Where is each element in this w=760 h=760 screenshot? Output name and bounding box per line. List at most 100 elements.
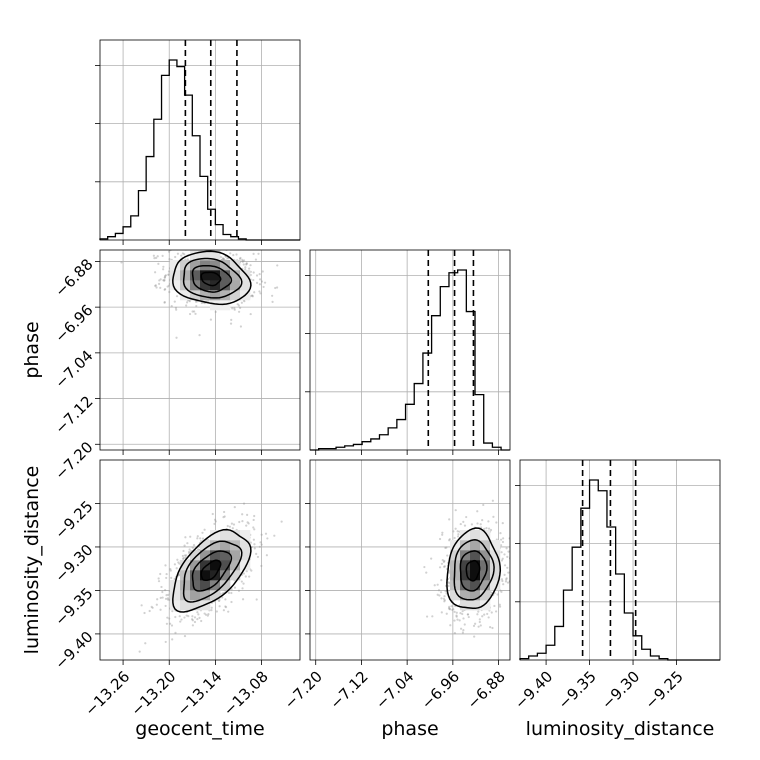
sample-point — [230, 588, 233, 591]
sample-point — [189, 535, 192, 538]
density-cell — [220, 560, 231, 571]
sample-point — [447, 581, 450, 584]
density-cell — [230, 550, 241, 561]
sample-point — [500, 538, 503, 541]
sample-point — [226, 257, 229, 260]
sample-point — [260, 280, 264, 283]
sample-point — [167, 250, 171, 253]
sample-point — [241, 513, 244, 516]
sample-point — [251, 295, 254, 298]
sample-point — [227, 591, 231, 595]
sample-point — [155, 603, 158, 606]
sample-point — [244, 575, 247, 578]
contour-line — [182, 540, 243, 603]
sample-point — [143, 611, 146, 615]
sample-point — [190, 618, 194, 621]
contour-line — [172, 250, 252, 306]
sample-point — [448, 571, 451, 574]
sample-point — [173, 247, 175, 249]
joint-content — [120, 245, 279, 339]
x-axis-label-geocent_time: geocent_time — [135, 718, 264, 740]
sample-point — [167, 593, 170, 597]
sample-point — [250, 569, 253, 572]
sample-point — [255, 281, 259, 285]
sample-point — [273, 534, 276, 537]
sample-point — [224, 605, 227, 608]
sample-point — [193, 310, 196, 313]
sample-point — [196, 548, 200, 551]
sample-point — [443, 595, 446, 598]
contour-line — [200, 559, 222, 582]
sample-point — [185, 304, 188, 307]
density-cell — [210, 260, 221, 271]
sample-point — [188, 548, 191, 551]
x-tick-label: −13.20 — [128, 668, 180, 720]
sample-point — [183, 634, 187, 638]
sample-point — [226, 524, 229, 528]
sample-point — [504, 580, 508, 583]
sample-point — [505, 577, 508, 580]
sample-point — [174, 631, 177, 634]
sample-point — [167, 270, 171, 273]
sample-point — [472, 624, 476, 627]
sample-point — [253, 291, 256, 294]
sample-point — [240, 301, 243, 304]
joint-content — [138, 502, 283, 653]
density-cell — [200, 560, 211, 571]
sample-point — [178, 615, 181, 618]
sample-point — [453, 619, 456, 622]
sample-point — [260, 564, 263, 568]
panel-frame — [309, 249, 511, 451]
sample-point — [455, 614, 458, 617]
sample-point — [163, 279, 166, 282]
density-cell — [200, 550, 211, 561]
sample-point — [237, 310, 241, 313]
sample-point — [188, 300, 191, 303]
density-cell — [230, 270, 241, 281]
sample-point — [458, 530, 461, 533]
sample-point — [454, 527, 457, 530]
sample-point — [438, 594, 441, 597]
sample-point — [163, 288, 166, 291]
sample-point — [230, 591, 233, 595]
sample-point — [470, 523, 474, 526]
sample-point — [506, 555, 509, 558]
density-cell — [230, 570, 241, 581]
sample-point — [179, 620, 182, 623]
density-cell — [220, 270, 231, 281]
sample-point — [220, 256, 223, 259]
density-cell — [180, 290, 191, 301]
density-cell — [470, 560, 481, 571]
sample-point — [175, 336, 178, 339]
density-cell — [200, 540, 211, 551]
density-cell — [220, 570, 231, 581]
sample-point — [191, 615, 194, 618]
sample-point — [231, 527, 234, 530]
sample-point — [258, 278, 262, 281]
sample-point — [241, 587, 244, 590]
density-cell — [480, 560, 491, 571]
x-tick-label: −9.25 — [642, 668, 687, 713]
sample-point — [198, 245, 200, 247]
joint-content — [423, 499, 510, 638]
density-cell — [210, 270, 221, 281]
density-cell — [490, 540, 501, 551]
sample-point — [260, 543, 263, 546]
sample-point — [501, 540, 505, 544]
density-cell — [240, 530, 251, 541]
sample-point — [498, 603, 501, 606]
sample-point — [159, 278, 162, 281]
sample-point — [256, 555, 260, 559]
sample-point — [165, 594, 168, 597]
sample-point — [157, 262, 160, 265]
sample-point — [173, 563, 176, 566]
sample-point — [227, 610, 230, 613]
sample-point — [181, 252, 184, 255]
sample-point — [252, 278, 255, 282]
contour-line — [200, 271, 222, 287]
sample-point — [255, 274, 259, 277]
sample-point — [213, 522, 216, 525]
sample-point — [199, 537, 202, 540]
sample-point — [230, 318, 233, 321]
sample-point — [164, 564, 167, 567]
